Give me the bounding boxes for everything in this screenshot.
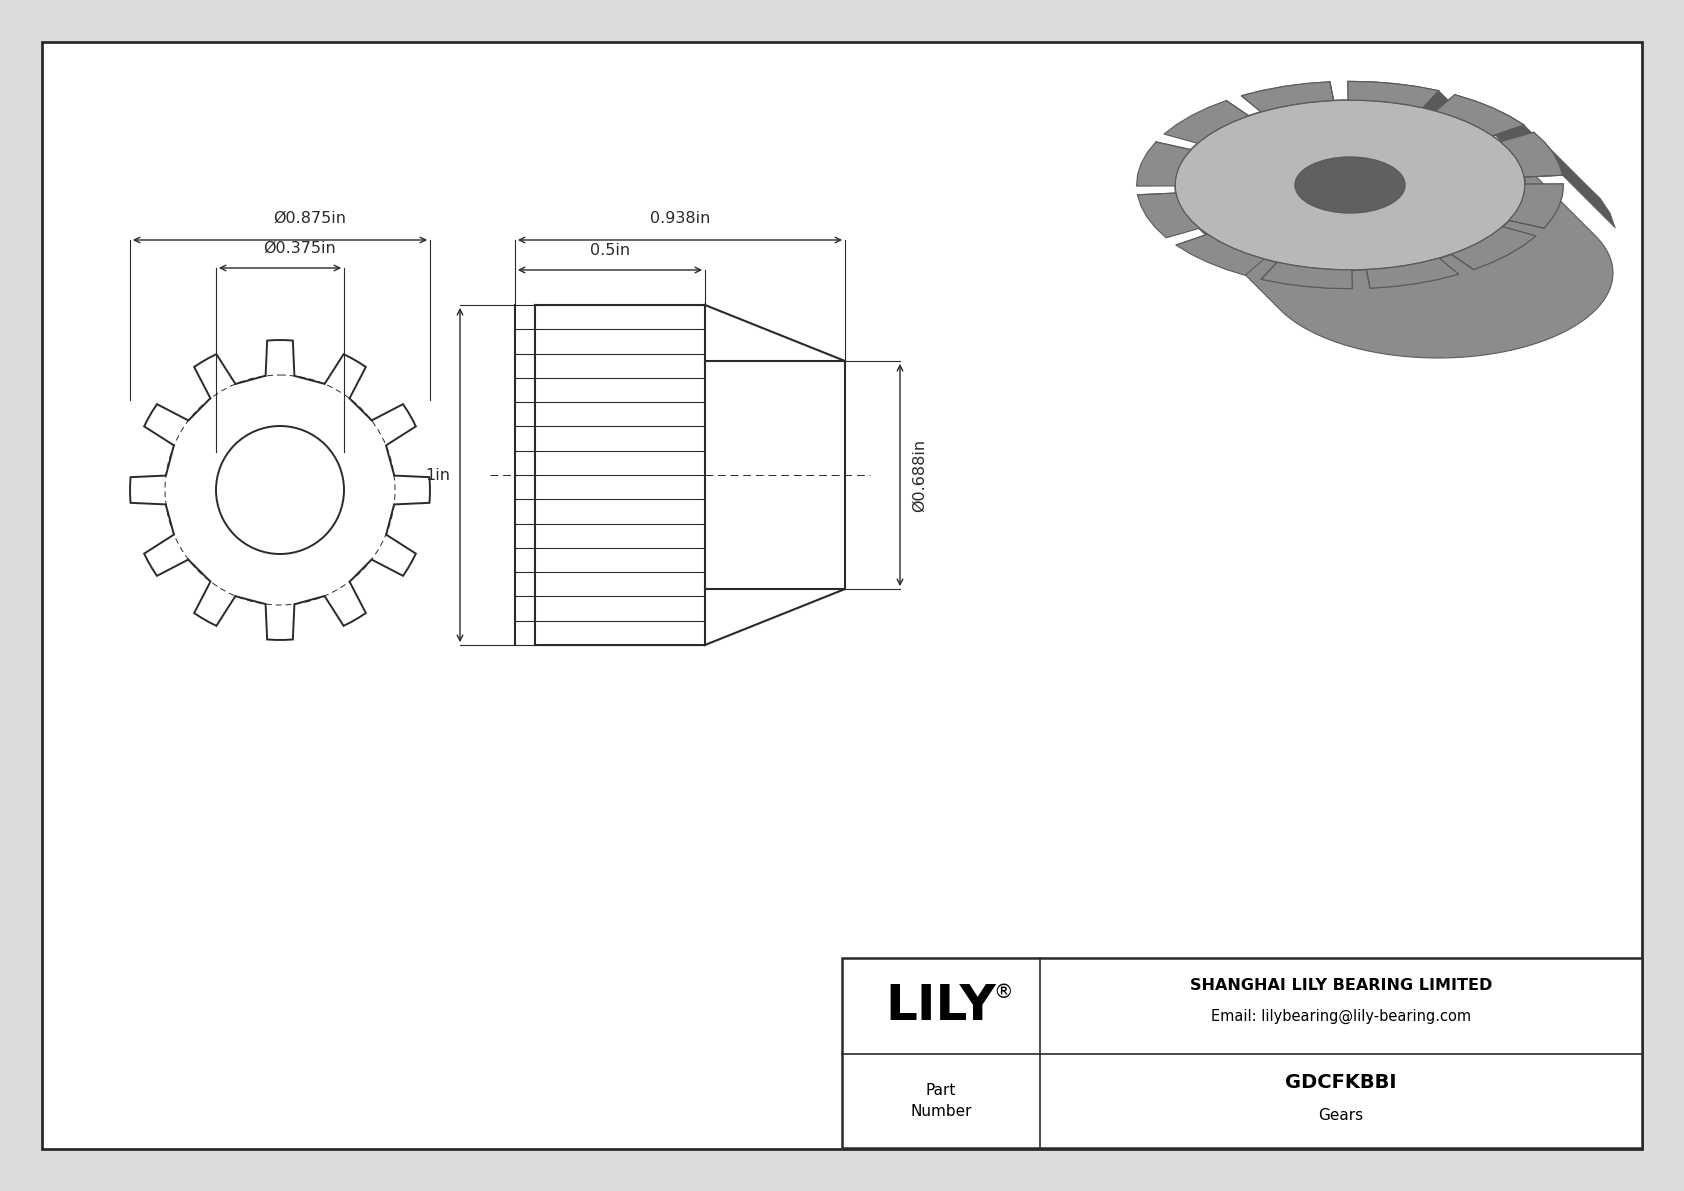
Polygon shape bbox=[1436, 94, 1524, 136]
Text: LILY: LILY bbox=[886, 983, 997, 1030]
Polygon shape bbox=[1164, 100, 1248, 143]
Text: Ø0.375in: Ø0.375in bbox=[264, 241, 337, 256]
Text: SHANGHAI LILY BEARING LIMITED: SHANGHAI LILY BEARING LIMITED bbox=[1191, 979, 1492, 993]
Polygon shape bbox=[1509, 183, 1563, 229]
Polygon shape bbox=[1455, 94, 1576, 177]
Polygon shape bbox=[1241, 82, 1334, 112]
Polygon shape bbox=[1261, 262, 1352, 288]
Text: Email: lilybearing@lily-bearing.com: Email: lilybearing@lily-bearing.com bbox=[1211, 1009, 1472, 1023]
Bar bbox=[842, 958, 1642, 1148]
Ellipse shape bbox=[1175, 100, 1526, 270]
Text: Ø0.688in: Ø0.688in bbox=[913, 438, 926, 512]
Polygon shape bbox=[1137, 142, 1191, 186]
Polygon shape bbox=[1137, 193, 1199, 238]
Text: Gears: Gears bbox=[1319, 1109, 1364, 1123]
Polygon shape bbox=[1436, 94, 1524, 136]
Polygon shape bbox=[1452, 226, 1536, 269]
Text: Part
Number: Part Number bbox=[911, 1083, 972, 1120]
Polygon shape bbox=[1194, 146, 1613, 358]
Polygon shape bbox=[1500, 132, 1563, 177]
Ellipse shape bbox=[1330, 197, 1457, 261]
Polygon shape bbox=[1366, 258, 1458, 288]
Polygon shape bbox=[1261, 262, 1352, 288]
Polygon shape bbox=[1241, 82, 1334, 112]
Ellipse shape bbox=[1295, 157, 1404, 213]
Text: Ø0.875in: Ø0.875in bbox=[273, 211, 347, 226]
Polygon shape bbox=[1534, 132, 1615, 227]
Text: 0.938in: 0.938in bbox=[650, 211, 711, 226]
Polygon shape bbox=[1175, 235, 1265, 275]
Text: GDCFKBBI: GDCFKBBI bbox=[1285, 1073, 1396, 1091]
Text: 1in: 1in bbox=[424, 468, 450, 482]
Polygon shape bbox=[1347, 81, 1492, 144]
Polygon shape bbox=[1500, 132, 1563, 177]
Polygon shape bbox=[1452, 226, 1536, 269]
Polygon shape bbox=[1509, 183, 1563, 229]
Polygon shape bbox=[1366, 258, 1458, 288]
Polygon shape bbox=[1347, 81, 1438, 107]
Text: ®: ® bbox=[994, 983, 1012, 1002]
Polygon shape bbox=[1347, 81, 1438, 107]
Text: 0.5in: 0.5in bbox=[589, 243, 630, 258]
